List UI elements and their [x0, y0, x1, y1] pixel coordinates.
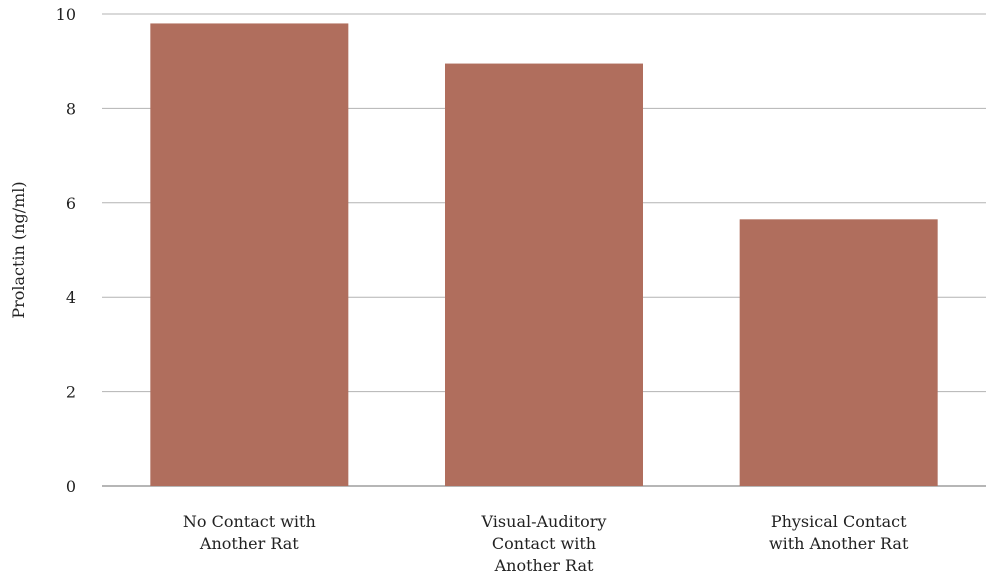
x-category-label-line: Visual-Auditory [481, 512, 607, 531]
y-axis-title: Prolactin (ng/ml) [9, 181, 28, 318]
y-tick-label: 0 [66, 477, 76, 496]
bar-1 [150, 23, 349, 486]
x-category-label: Physical Contact with Another Rat [769, 512, 909, 553]
x-category-label: Visual-Auditory Contact with Another Rat [481, 512, 607, 575]
y-axis-ticks: 0 2 4 6 8 10 [56, 5, 76, 496]
x-category-label-line: Physical Contact [771, 512, 907, 531]
x-category-label-line: Another Rat [199, 534, 299, 553]
x-category-label-line: Another Rat [494, 556, 594, 575]
y-tick-label: 4 [66, 288, 76, 307]
bar-2 [445, 63, 643, 487]
y-tick-label: 2 [66, 383, 76, 402]
y-tick-label: 6 [66, 194, 76, 213]
bar-3 [739, 219, 938, 486]
x-category-label-line: No Contact with [183, 512, 316, 531]
y-tick-label: 8 [66, 99, 76, 118]
x-category-label: No Contact with Another Rat [183, 512, 316, 553]
x-category-label-line: with Another Rat [769, 534, 909, 553]
bars [150, 23, 938, 487]
x-axis-labels: No Contact with Another RatVisual-Auditor… [183, 512, 909, 575]
x-category-label-line: Contact with [492, 534, 596, 553]
y-tick-label: 10 [56, 5, 76, 24]
